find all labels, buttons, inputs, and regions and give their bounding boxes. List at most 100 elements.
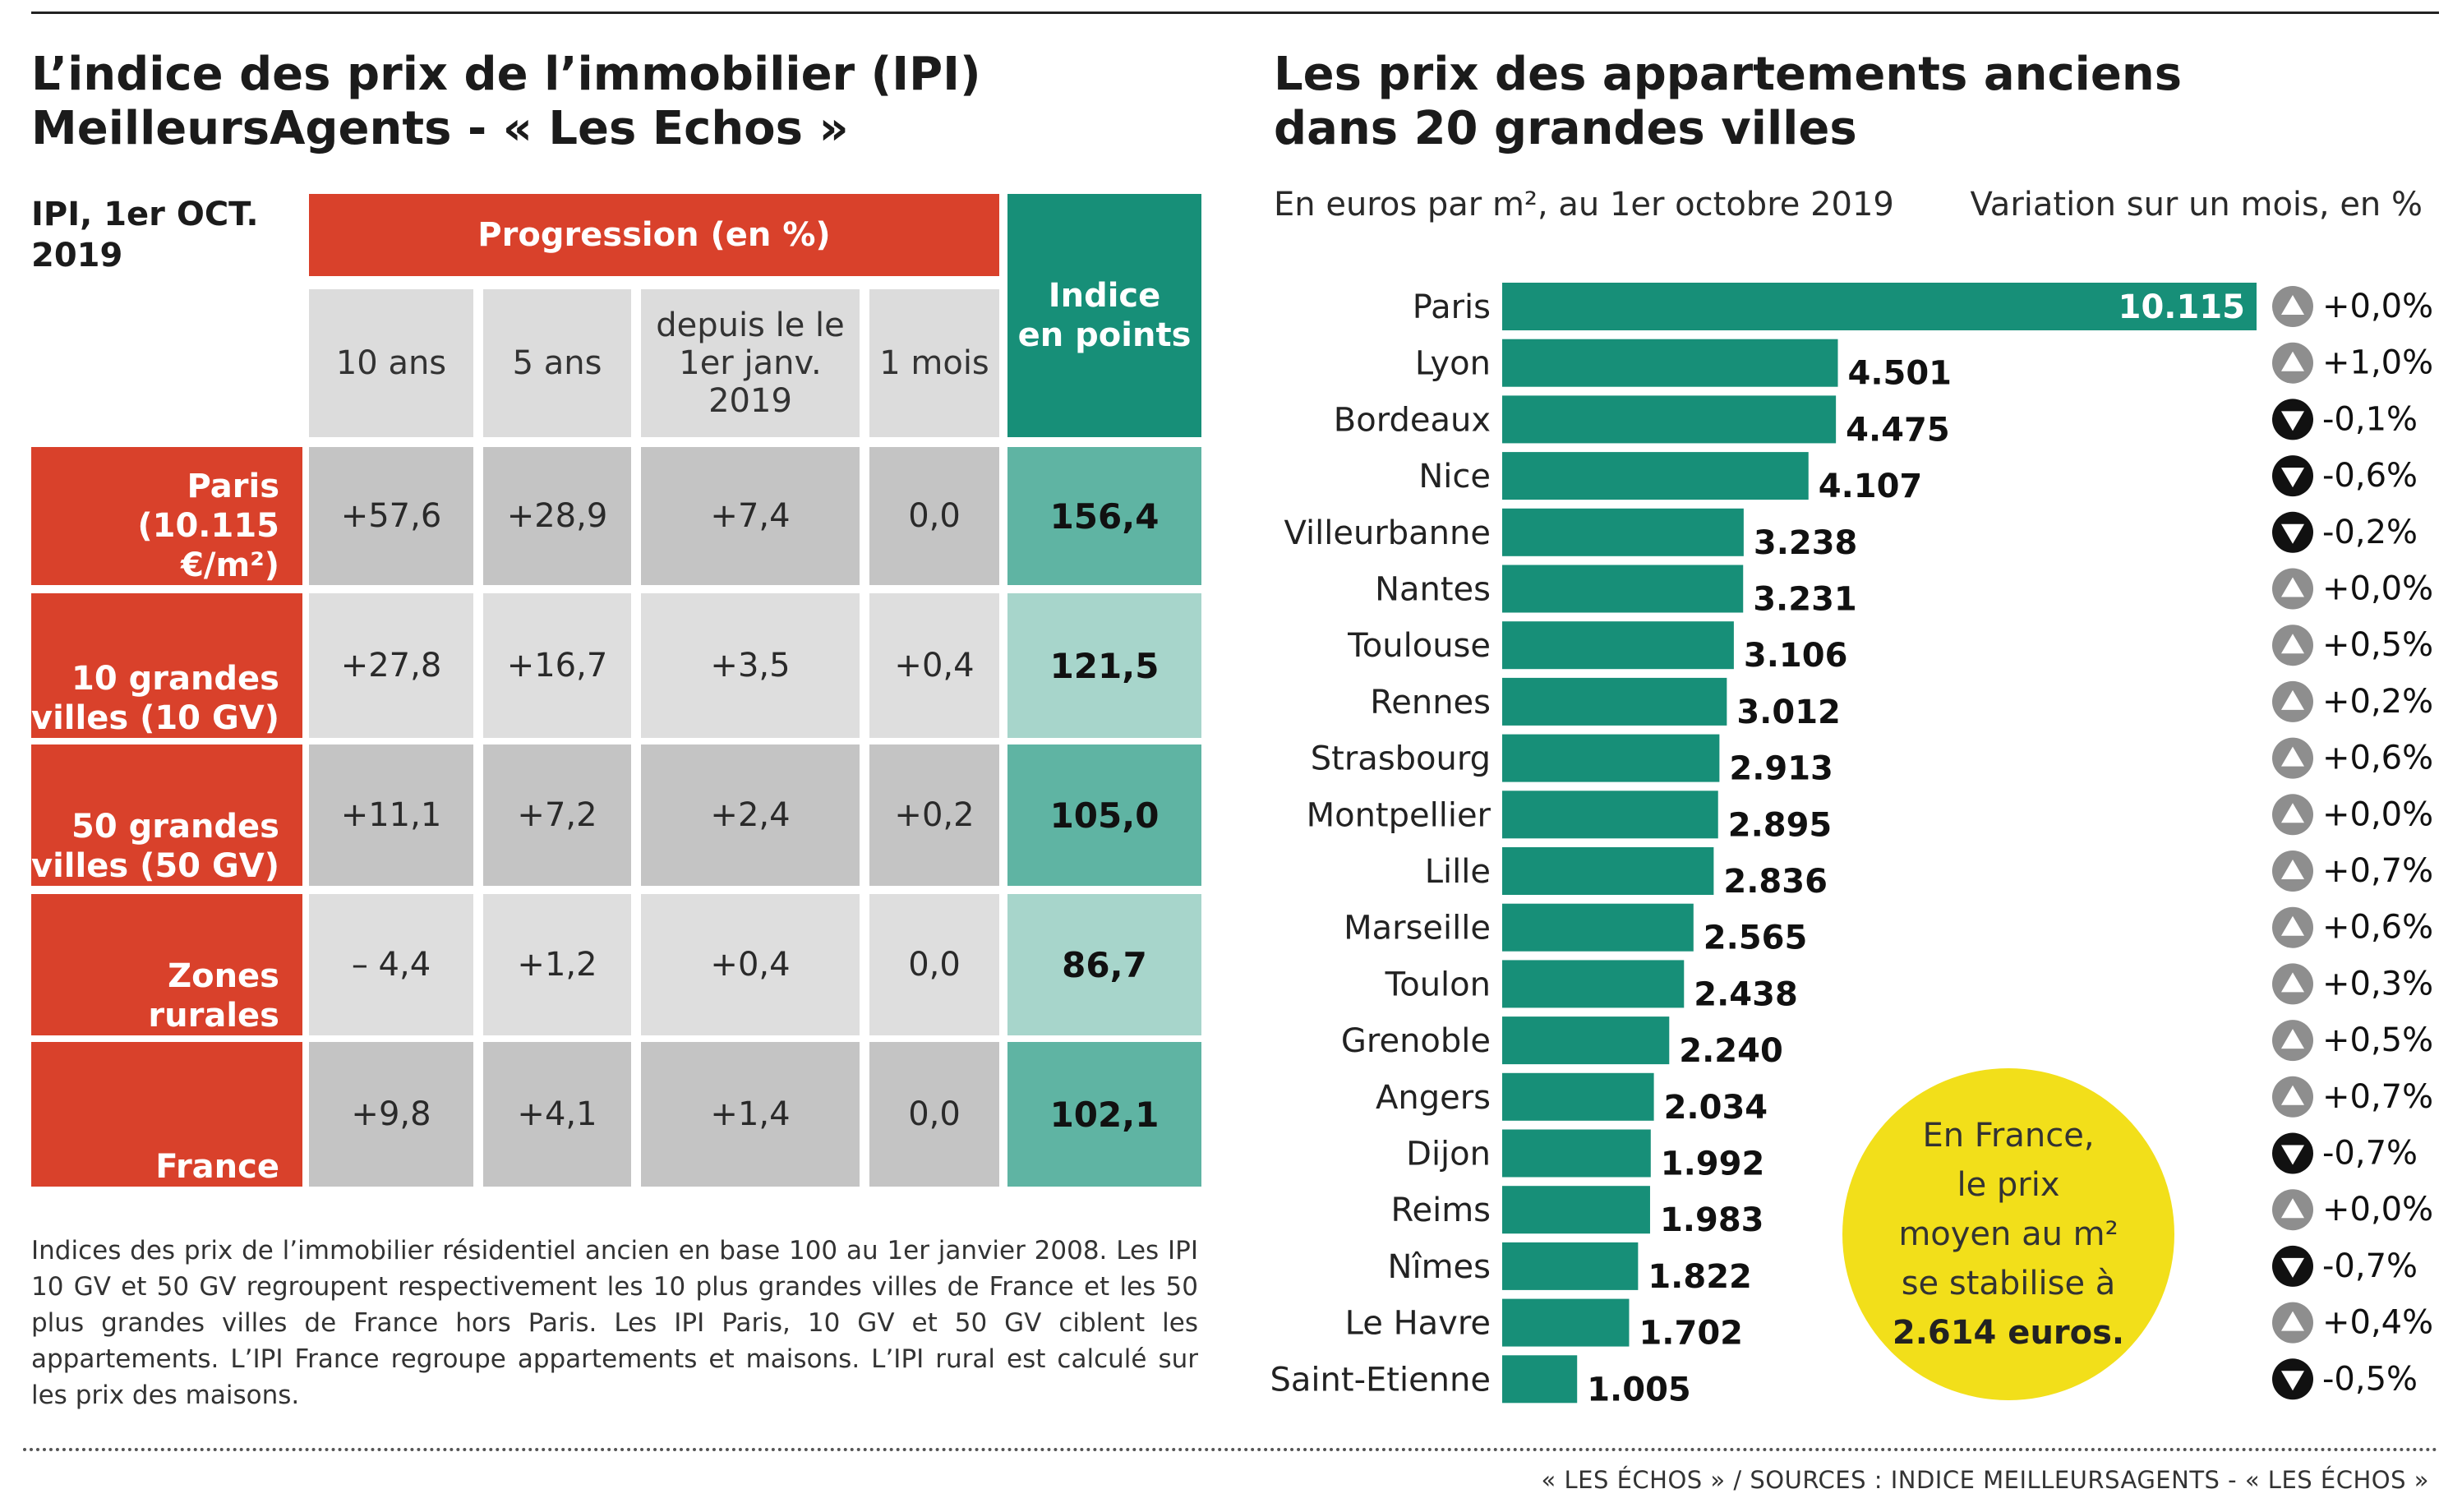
index-header-line2: en points (1017, 316, 1192, 354)
bar (1502, 847, 1714, 895)
data-label: 2.240 (1679, 1032, 1783, 1070)
table-footnote: Indices des prix de l’immobilier résiden… (31, 1236, 1198, 1410)
up-triangle-icon (2281, 860, 2304, 879)
bubble-line5: 2.614 euros. (1892, 1314, 2125, 1352)
category-label: Nice (1418, 458, 1491, 496)
data-label: 1.005 (1587, 1371, 1691, 1408)
variation-label: +0,0% (2322, 288, 2433, 325)
index-cell: 156,4 (1007, 447, 1201, 585)
up-triangle-icon (2281, 1311, 2304, 1331)
category-label: Rennes (1370, 684, 1491, 721)
row-label-line2: (10.115 €/m²) (137, 507, 279, 584)
down-triangle-icon (2281, 411, 2304, 431)
chart-title-line1: Les prix des appartements anciens (1274, 48, 2183, 101)
variation-label: +0,0% (2322, 795, 2433, 833)
category-label: Bordeaux (1334, 401, 1491, 439)
data-label: 2.438 (1694, 975, 1798, 1013)
index-cell: 102,1 (1007, 1042, 1201, 1187)
bar (1502, 508, 1744, 556)
variation-label: +0,6% (2322, 740, 2433, 777)
category-label: Grenoble (1341, 1022, 1491, 1060)
table-cell: +16,7 (483, 593, 631, 738)
bar (1502, 1016, 1670, 1065)
ipi-date-label: IPI, 1er OCT. 2019 (31, 194, 302, 293)
table-cell: +57,6 (309, 447, 473, 585)
bar (1502, 395, 1837, 444)
variation-label: +0,5% (2322, 1021, 2433, 1059)
row-label: 10 grandes villes (10 GV) (31, 593, 302, 738)
column-header-10-ans: 10 ans (309, 289, 473, 437)
variation-label: +0,7% (2322, 1078, 2433, 1116)
dotted-separator (23, 1448, 2439, 1451)
variation-label: -0,6% (2322, 457, 2418, 495)
index-cell: 121,5 (1007, 593, 1201, 738)
top-rule (31, 12, 2439, 14)
row-label-line1: 10 grandes (71, 660, 279, 698)
table-title-line1: L’indice des prix de l’immobilier (IPI) (31, 48, 981, 101)
variation-label: +0,5% (2322, 626, 2433, 664)
bar (1502, 452, 1809, 500)
variation-label: +0,3% (2322, 965, 2433, 1003)
table-title: L’indice des prix de l’immobilier (IPI) … (31, 48, 1182, 156)
up-triangle-icon (2281, 746, 2304, 767)
source-credit: « LES ÉCHOS » / SOURCES : INDICE MEILLEU… (1541, 1466, 2429, 1494)
table-cell: +11,1 (309, 744, 473, 886)
data-label: 2.836 (1723, 863, 1828, 901)
category-label: Nantes (1375, 571, 1491, 609)
variation-label: -0,2% (2322, 514, 2418, 551)
row-label: 50 grandes villes (50 GV) (31, 744, 302, 886)
data-label: 2.034 (1664, 1089, 1768, 1127)
variation-label: -0,1% (2322, 400, 2418, 438)
data-label: 3.238 (1754, 524, 1858, 562)
category-label: Montpellier (1307, 796, 1491, 834)
down-triangle-icon (2281, 523, 2304, 544)
row-label: Zones rurales (31, 894, 302, 1035)
ipi-date-line2: 2019 (31, 237, 123, 274)
bar (1502, 1355, 1578, 1404)
category-label: Lyon (1415, 345, 1491, 383)
table-title-line2: MeilleursAgents - « Les Echos » (31, 102, 849, 155)
ipi-date-line1: IPI, 1er OCT. (31, 196, 259, 233)
data-label: 2.913 (1729, 750, 1833, 788)
variation-label: -0,7% (2322, 1135, 2418, 1173)
data-label: 1.983 (1660, 1201, 1764, 1239)
category-label: Marseille (1344, 910, 1491, 947)
data-label: 4.107 (1819, 468, 1923, 505)
table-cell: +3,5 (641, 593, 860, 738)
down-triangle-icon (2281, 1145, 2304, 1165)
row-label: France (31, 1042, 302, 1187)
data-label: 3.231 (1753, 581, 1857, 619)
row-label-line2: villes (10 GV) (31, 699, 280, 737)
table-cell: +7,2 (483, 744, 631, 886)
bar (1502, 339, 1838, 387)
category-label: Reims (1390, 1192, 1491, 1229)
table-cell: +0,4 (641, 894, 860, 1035)
data-label: 1.702 (1639, 1315, 1743, 1353)
data-label: 1.992 (1661, 1146, 1765, 1183)
data-label: 1.822 (1648, 1258, 1752, 1296)
row-label: Paris (10.115 €/m²) (31, 447, 302, 585)
bar (1502, 734, 1720, 782)
bar (1502, 283, 2257, 330)
up-triangle-icon (2281, 1198, 2304, 1219)
bar (1502, 1186, 1650, 1234)
column-header-depuis-janv: depuis le le 1er janv. 2019 (641, 289, 860, 437)
variation-label: -0,7% (2322, 1247, 2418, 1285)
data-label: 3.012 (1736, 694, 1841, 731)
data-label: 4.475 (1846, 411, 1950, 449)
category-label: Le Havre (1345, 1305, 1491, 1343)
bar (1502, 903, 1694, 952)
up-triangle-icon (2281, 634, 2304, 654)
table-cell: +2,4 (641, 744, 860, 886)
category-label: Lille (1425, 853, 1491, 891)
up-triangle-icon (2281, 295, 2304, 315)
variation-label: -0,5% (2322, 1360, 2418, 1398)
column-header-1-mois: 1 mois (869, 289, 999, 437)
bubble-line3: moyen au m² (1898, 1215, 2119, 1253)
variation-label: +0,7% (2322, 852, 2433, 890)
up-triangle-icon (2281, 915, 2304, 936)
bar (1502, 1298, 1630, 1347)
row-label-line1: Zones rurales (148, 957, 279, 1035)
table-cell: +1,4 (641, 1042, 860, 1187)
france-average-bubble: En France, le prix moyen au m² se stabil… (1842, 1068, 2174, 1400)
